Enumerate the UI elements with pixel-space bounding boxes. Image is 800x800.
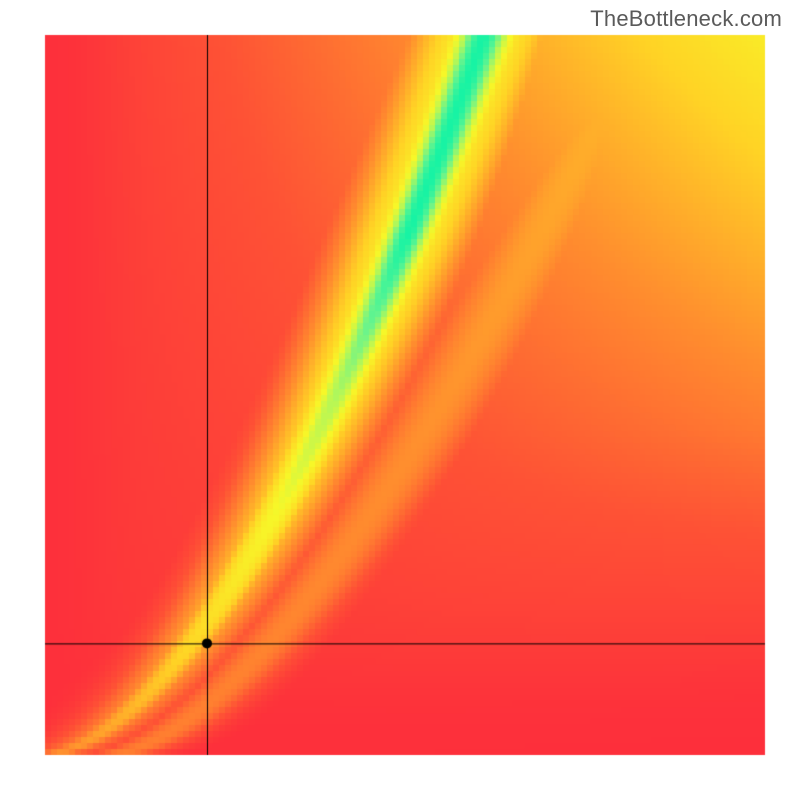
- watermark-text: TheBottleneck.com: [590, 6, 782, 32]
- chart-container: TheBottleneck.com: [0, 0, 800, 800]
- heatmap-canvas: [0, 0, 800, 800]
